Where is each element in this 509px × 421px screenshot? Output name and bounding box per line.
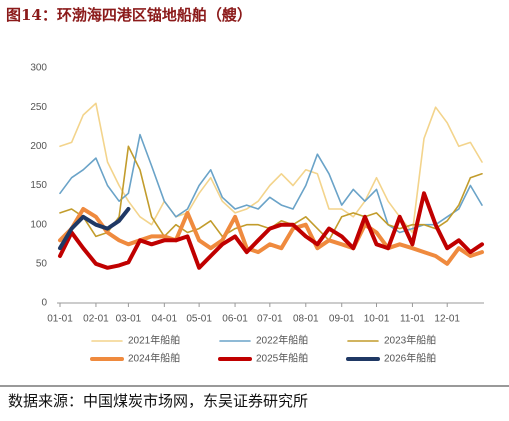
series-line <box>58 207 484 266</box>
legend-label: 2022年船舶 <box>256 334 308 347</box>
x-tick-label: 12-01 <box>434 314 460 325</box>
x-tick-label: 06-01 <box>222 314 248 325</box>
x-tick-label: 01-01 <box>47 314 73 325</box>
legend-label: 2025年船舶 <box>256 352 308 365</box>
series-line <box>58 207 131 251</box>
source: 数据来源：中国煤炭市场网，东吴证券研究所 <box>8 392 308 410</box>
series-line <box>59 102 483 234</box>
y-tick-label: 300 <box>30 63 47 74</box>
x-tick-label: 02-01 <box>83 314 109 325</box>
x-tick-label: 04-01 <box>152 314 178 325</box>
legend-label: 2024年船舶 <box>128 352 180 365</box>
y-tick-label: 100 <box>30 219 47 230</box>
x-tick-label: 08-01 <box>293 314 319 325</box>
x-tick-label: 10-01 <box>364 314 390 325</box>
x-tick-label: 03-01 <box>116 314 142 325</box>
y-tick-label: 50 <box>36 258 48 269</box>
chart-title: 图14：环渤海四港区锚地船舶（艘） <box>6 6 252 24</box>
x-tick-label: 05-01 <box>186 314 212 325</box>
x-tick-label: 07-01 <box>257 314 283 325</box>
series-line <box>58 191 484 270</box>
legend-label: 2021年船舶 <box>128 334 180 347</box>
y-tick-label: 200 <box>30 141 47 152</box>
series-line <box>59 133 483 234</box>
x-tick-label: 11-01 <box>400 314 425 325</box>
x-tick-label: 09-01 <box>329 314 355 325</box>
y-tick-label: 150 <box>30 180 47 191</box>
legend-label: 2026年船舶 <box>384 352 436 365</box>
y-tick-label: 250 <box>30 102 47 113</box>
y-tick-label: 0 <box>41 298 47 309</box>
legend-label: 2023年船舶 <box>384 334 436 347</box>
